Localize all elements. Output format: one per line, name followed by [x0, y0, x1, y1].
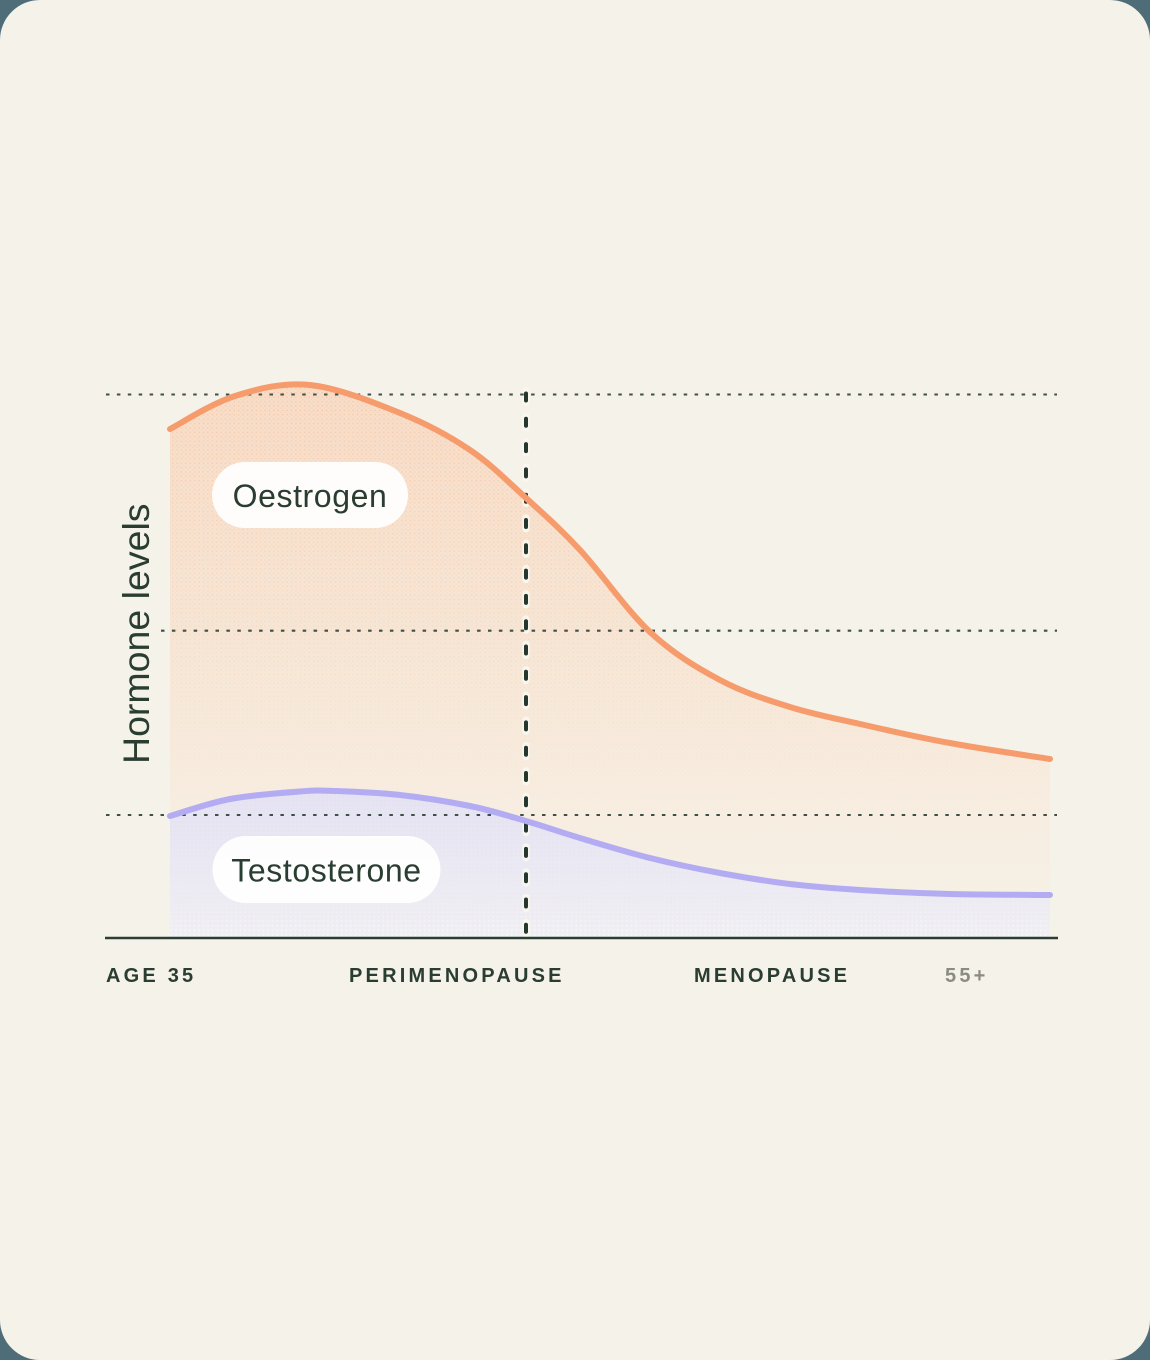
- svg-text:MENOPAUSE: MENOPAUSE: [694, 965, 850, 987]
- svg-text:Hormone levels: Hormone levels: [115, 503, 157, 764]
- svg-text:Oestrogen: Oestrogen: [233, 478, 388, 514]
- svg-text:AGE 35: AGE 35: [106, 965, 196, 987]
- svg-text:55+: 55+: [945, 965, 989, 987]
- svg-text:Testosterone: Testosterone: [231, 853, 421, 889]
- svg-text:PERIMENOPAUSE: PERIMENOPAUSE: [349, 965, 565, 987]
